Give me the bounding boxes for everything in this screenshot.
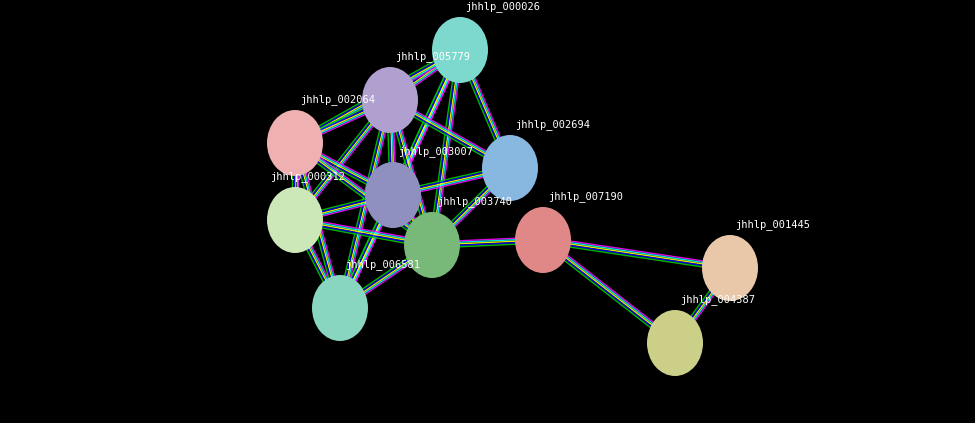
- Ellipse shape: [482, 135, 538, 201]
- Ellipse shape: [432, 17, 488, 83]
- Ellipse shape: [702, 235, 758, 301]
- Ellipse shape: [404, 212, 460, 278]
- Ellipse shape: [267, 110, 323, 176]
- Text: jhhlp_003740: jhhlp_003740: [437, 196, 512, 207]
- Ellipse shape: [362, 67, 418, 133]
- Text: jhhlp_000026: jhhlp_000026: [465, 1, 540, 12]
- Ellipse shape: [267, 187, 323, 253]
- Text: jhhlp_001445: jhhlp_001445: [735, 219, 810, 230]
- Text: jhhlp_002694: jhhlp_002694: [515, 119, 590, 130]
- Ellipse shape: [312, 275, 368, 341]
- Text: jhhlp_007190: jhhlp_007190: [548, 191, 623, 202]
- Ellipse shape: [647, 310, 703, 376]
- Ellipse shape: [515, 207, 571, 273]
- Text: jhhlp_005779: jhhlp_005779: [395, 51, 470, 62]
- Ellipse shape: [365, 162, 421, 228]
- Text: jhhlp_006581: jhhlp_006581: [345, 259, 420, 270]
- Text: jhhlp_003007: jhhlp_003007: [398, 146, 473, 157]
- Text: jhhlp_000312: jhhlp_000312: [270, 171, 345, 182]
- Text: jhhlp_002064: jhhlp_002064: [300, 94, 375, 105]
- Text: jhhlp_004387: jhhlp_004387: [680, 294, 755, 305]
